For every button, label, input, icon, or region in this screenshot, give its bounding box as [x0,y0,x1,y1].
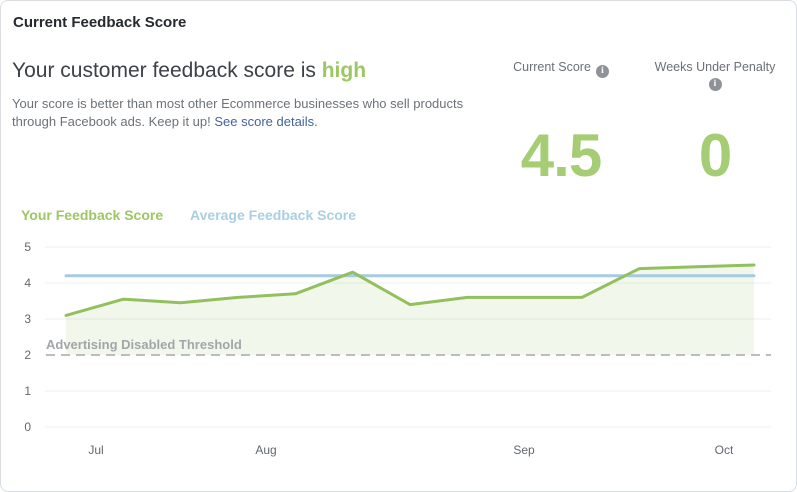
threshold-label: Advertising Disabled Threshold [46,337,242,352]
y-axis-tick-label: 4 [24,276,31,290]
your-score-line [64,263,756,317]
current-score-label: Current Score [513,60,591,74]
x-axis-month-label: Sep [513,443,535,457]
see-score-details-link[interactable]: See score details. [214,114,318,129]
weeks-under-penalty-stat: Weeks Under Penalty i 0 [640,60,790,189]
card-title: Current Feedback Score [13,14,187,31]
y-axis-tick-label: 0 [24,420,31,434]
x-axis-month-label: Aug [255,443,276,457]
feedback-chart[interactable]: 0 1 2 3 4 5 Advertising Disabled Threshold Jul A… [1,233,797,483]
weeks-under-penalty-label: Weeks Under Penalty [654,60,776,74]
x-axis-month-label: Oct [715,443,734,457]
current-score-value: 4.5 [520,122,602,189]
y-axis-tick-label: 3 [24,312,31,326]
headline-text: Your customer feedback score is [12,59,322,82]
y-axis-tick-label: 2 [24,348,31,362]
chart-legend: Your Feedback Score Average Feedback Sco… [21,207,356,223]
info-icon[interactable]: i [708,78,722,91]
x-axis-month-label: Jul [88,443,103,457]
score-status-headline: Your customer feedback score is high [12,59,366,83]
weeks-under-penalty-value: 0 [698,122,732,189]
info-icon[interactable]: i [595,65,609,78]
score-area-fill [66,265,754,355]
description-text: Your score is better than most other Eco… [12,96,464,129]
weeks-under-penalty-label-row: Weeks Under Penalty i [640,60,790,100]
score-status-value: high [321,59,367,82]
legend-your-feedback-score[interactable]: Your Feedback Score [21,207,164,223]
y-axis-tick-label: 5 [24,240,31,254]
y-axis-tick-label: 1 [24,384,31,398]
score-description: Your score is better than most other Eco… [12,95,470,131]
current-score-stat: Current Score i 4.5 [486,60,636,189]
current-score-label-row: Current Score i [486,60,636,100]
legend-average-feedback-score[interactable]: Average Feedback Score [190,207,357,223]
